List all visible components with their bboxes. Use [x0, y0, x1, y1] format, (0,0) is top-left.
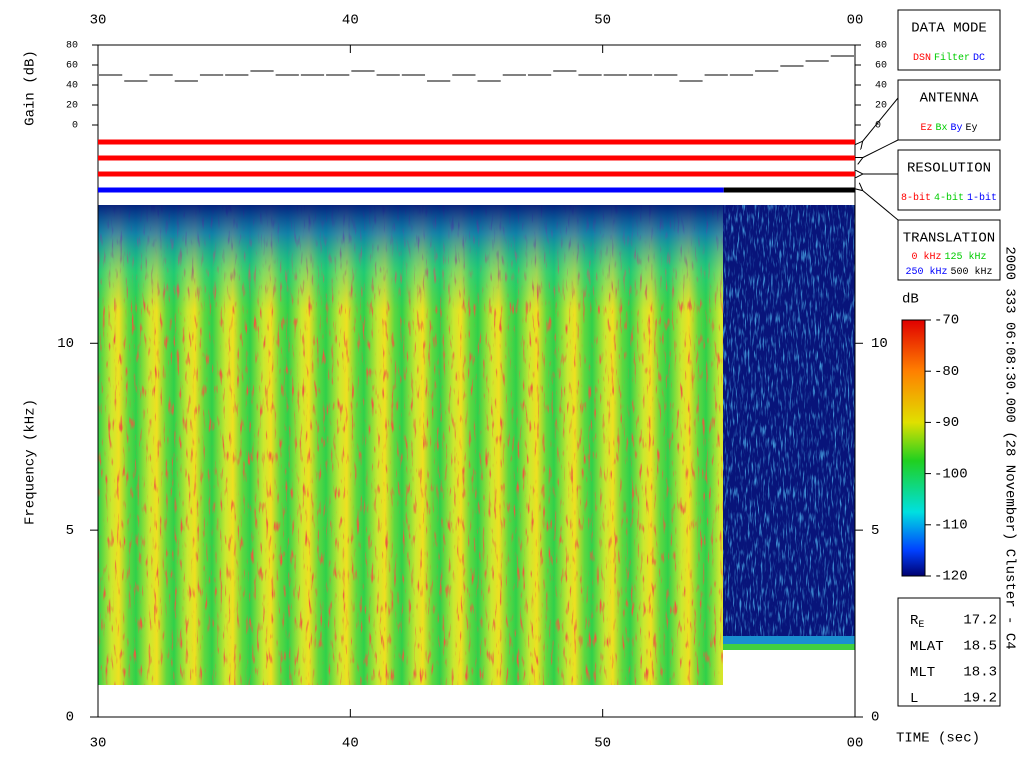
x-tick-label: 30 [90, 13, 107, 29]
ephemeris-subscript: E [918, 620, 924, 631]
x-tick-label: 40 [342, 13, 359, 29]
y-tick-label: 10 [871, 336, 888, 352]
panel-items: 8-bit 4-bit 1-bit [901, 192, 997, 204]
ephemeris-label: L [910, 691, 918, 707]
y-tick-label: 80 [66, 41, 78, 52]
ephemeris-label: RE [910, 613, 924, 631]
spectrogram-image [98, 205, 855, 685]
y-tick-label: 0 [875, 121, 881, 132]
panel-title: RESOLUTION [907, 161, 991, 177]
ephemeris-label-text: L [910, 691, 918, 707]
panel-items: Ez Bx By Ey [920, 123, 977, 134]
panel-item: DC [973, 53, 985, 64]
colorbar-tick-label: -70 [934, 313, 959, 329]
panel-box [897, 149, 1001, 211]
panel-item: Bx [935, 123, 947, 134]
x-tick-label: 30 [90, 736, 107, 752]
panel-item: 0 kHz [911, 251, 941, 263]
ephemeris-label: MLAT [910, 639, 944, 655]
x-tick-label: 40 [342, 736, 359, 752]
y-tick-label: 10 [57, 336, 74, 352]
y-tick-label: 0 [72, 121, 78, 132]
panel-item: 4-bit [934, 192, 964, 204]
x-axis-label: TIME (sec) [896, 731, 980, 747]
y-tick-label: 40 [875, 81, 887, 92]
panel-box [897, 219, 1001, 281]
ephemeris-label-text: MLT [910, 665, 935, 681]
ephemeris-label: MLT [910, 665, 935, 681]
y-tick-label: 80 [875, 41, 887, 52]
panel-item: 8-bit [901, 192, 931, 204]
colorbar-tick-label: -120 [934, 569, 968, 585]
ephemeris-box [897, 597, 1001, 707]
panel-items: DSN Filter DC [913, 52, 985, 64]
ephemeris-value: 17.2 [963, 613, 997, 629]
ephemeris-value: 19.2 [963, 691, 997, 707]
panel-title: DATA MODE [911, 21, 987, 37]
y-axis-label: Gain (dB) [23, 50, 39, 126]
y-tick-label: 20 [875, 101, 887, 112]
colorbar-tick-label: -110 [934, 518, 968, 534]
colorbar-label: dB [902, 292, 919, 308]
y-tick-label: 0 [66, 710, 74, 726]
x-tick-label: 00 [847, 13, 864, 29]
ephemeris-value: 18.3 [963, 665, 997, 681]
y-tick-label: 40 [66, 81, 78, 92]
panel-item: Filter [934, 52, 970, 64]
x-tick-label: 50 [594, 13, 611, 29]
panel-item: Ez [920, 123, 932, 134]
colorbar-tick-label: -80 [934, 364, 959, 380]
panel-title: TRANSLATION [903, 231, 995, 247]
panel-box [897, 79, 1001, 141]
panel-item: 500 kHz [951, 266, 993, 278]
panel-item: Ey [966, 123, 978, 134]
colorbar-tick-label: -100 [934, 466, 968, 482]
colorbar [901, 319, 926, 577]
panel-item: 1-bit [967, 192, 997, 204]
panel-item: DSN [913, 53, 931, 64]
panel-items: 0 kHz 125 kHz [911, 251, 986, 263]
ephemeris-value: 18.5 [963, 639, 997, 655]
panel-item: By [951, 123, 963, 134]
ephemeris-label-text: MLAT [910, 639, 944, 655]
y-tick-label: 0 [871, 710, 879, 726]
caption: 2000 333 06:08:30.000 (28 November) Clus… [1001, 246, 1017, 649]
panel-arrows [862, 97, 899, 221]
y-tick-label: 20 [66, 101, 78, 112]
panel-item: 250 kHz [905, 266, 947, 278]
y-axis-label: Frequency (kHz) [23, 399, 39, 525]
x-tick-label: 50 [594, 736, 611, 752]
ephemeris-label-text: R [910, 613, 919, 629]
panel-box [897, 9, 1001, 71]
panel-title: ANTENNA [920, 91, 979, 107]
y-tick-label: 60 [875, 61, 887, 72]
y-tick-label: 5 [871, 523, 879, 539]
panel-item: 125 kHz [945, 251, 987, 263]
x-tick-label: 00 [847, 736, 864, 752]
y-tick-label: 5 [66, 523, 74, 539]
y-tick-label: 60 [66, 61, 78, 72]
colorbar-tick-label: -90 [934, 415, 959, 431]
panel-items: 250 kHz 500 kHz [905, 266, 992, 278]
